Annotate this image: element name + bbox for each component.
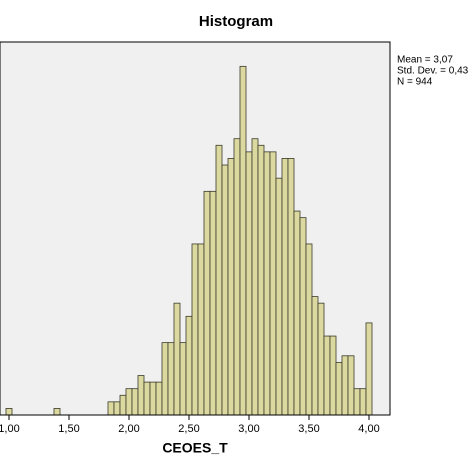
x-axis-label: CEOES_T — [162, 440, 228, 456]
stat-annotation: Std. Dev. = 0,43 — [397, 66, 469, 77]
bar — [287, 158, 295, 416]
bar — [239, 65, 247, 416]
bar — [137, 375, 145, 416]
bar — [221, 164, 229, 416]
bar — [311, 296, 319, 416]
x-tick-label: 2,00 — [118, 423, 139, 435]
bar — [209, 190, 217, 416]
bar — [269, 151, 277, 416]
bar — [227, 158, 235, 416]
stat-annotation: N = 944 — [397, 77, 433, 88]
x-tick-label: 3,50 — [298, 423, 319, 435]
stat-annotation: Mean = 3,07 — [397, 55, 453, 66]
bar — [359, 388, 367, 416]
bar — [143, 381, 151, 416]
bar — [353, 388, 361, 416]
bar — [191, 243, 199, 416]
x-tick-label: 3,00 — [238, 423, 259, 435]
bar — [263, 151, 271, 416]
x-tick-label: 1,00 — [0, 423, 20, 435]
bar — [251, 138, 259, 416]
bar — [299, 217, 307, 416]
bar — [347, 355, 355, 416]
bar — [125, 388, 133, 416]
bar — [173, 302, 181, 416]
bar — [203, 190, 211, 416]
bar — [317, 302, 325, 416]
bar — [215, 144, 223, 416]
bar — [365, 322, 373, 416]
bar — [131, 388, 139, 416]
bar — [119, 394, 127, 416]
bar — [245, 151, 253, 416]
bar — [323, 335, 331, 416]
chart-title: Histogram — [199, 13, 273, 30]
bar — [341, 355, 349, 416]
bar — [185, 315, 193, 416]
bar — [305, 243, 313, 416]
x-tick-label: 1,50 — [58, 423, 79, 435]
x-tick-label: 4,00 — [358, 423, 379, 435]
bar — [275, 177, 283, 416]
bar — [335, 361, 343, 416]
bar — [53, 408, 61, 416]
bar — [155, 381, 163, 416]
bar — [179, 342, 187, 416]
bar — [161, 342, 169, 416]
bar — [293, 210, 301, 416]
bar — [197, 243, 205, 416]
bar — [233, 138, 241, 416]
bar — [257, 144, 265, 416]
bar — [5, 408, 13, 416]
bar — [113, 401, 121, 416]
bar — [107, 401, 115, 416]
x-tick-label: 2,50 — [178, 423, 199, 435]
bar — [281, 158, 289, 416]
bar — [329, 335, 337, 416]
bar — [149, 381, 157, 416]
bar — [167, 342, 175, 416]
